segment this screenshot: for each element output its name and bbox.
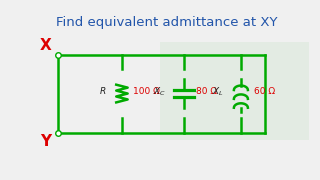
Text: Y: Y [40,134,52,149]
Text: 100 Ω: 100 Ω [133,87,160,96]
Text: X: X [40,38,52,53]
Text: 60 Ω: 60 Ω [253,87,275,96]
Text: $X_L$: $X_L$ [212,86,223,98]
Text: Find equivalent admittance at XY: Find equivalent admittance at XY [56,15,277,29]
Text: R: R [100,87,106,96]
FancyBboxPatch shape [160,42,309,140]
Text: 80 Ω: 80 Ω [196,87,218,96]
Text: $X_C$: $X_C$ [153,86,166,98]
